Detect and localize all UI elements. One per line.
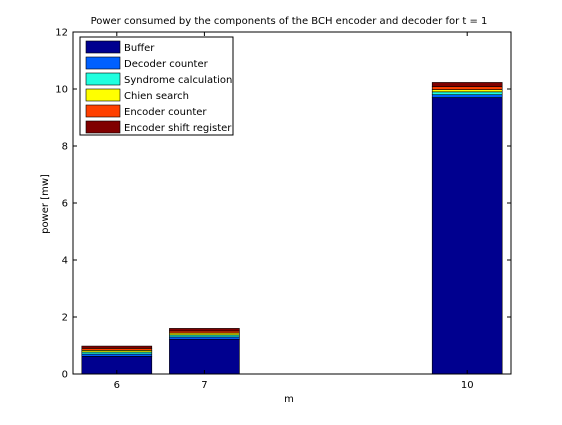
legend-swatch — [85, 40, 121, 54]
legend-label: Buffer — [124, 43, 155, 54]
bar-segment — [169, 328, 240, 332]
bar-segment — [81, 353, 153, 357]
bar-segment — [431, 97, 503, 375]
legend: Buffer Decoder counter Syndrome calculatio… — [79, 36, 234, 136]
legend-swatch — [85, 104, 121, 118]
y-tick-label: 8 — [62, 142, 68, 153]
bar-segment — [169, 338, 240, 375]
x-axis-title: m — [284, 394, 294, 405]
legend-swatch — [85, 72, 121, 86]
legend-label: Chien search — [124, 91, 189, 102]
legend-label: Syndrome calculation — [124, 75, 232, 86]
bar-segment — [431, 94, 503, 98]
legend-swatch — [85, 56, 121, 70]
legend-label: Encoder shift register — [124, 123, 232, 134]
legend-box — [79, 36, 234, 136]
y-tick-label: 10 — [55, 85, 68, 96]
y-tick-label: 4 — [62, 256, 68, 267]
y-axis-title: power [mw] — [40, 174, 51, 234]
chart-title: Power consumed by the components of the … — [91, 16, 488, 27]
bar-segment — [431, 82, 503, 88]
y-tick-label: 0 — [62, 370, 68, 381]
legend-label: Decoder counter — [124, 59, 209, 70]
x-tick-label: 6 — [114, 380, 120, 391]
legend-label: Encoder counter — [124, 107, 207, 118]
bar-segment — [169, 336, 240, 340]
bar-segment — [431, 91, 503, 95]
x-tick-label: 10 — [461, 380, 474, 391]
y-tick-label: 6 — [62, 199, 68, 210]
bar-segment — [431, 86, 503, 90]
bar-segment — [431, 89, 503, 93]
y-tick-label: 2 — [62, 313, 68, 324]
legend-swatch — [85, 88, 121, 102]
bar-segment — [81, 345, 153, 349]
y-tick-label: 12 — [55, 28, 68, 39]
legend-swatch — [85, 120, 121, 134]
x-tick-label: 7 — [201, 380, 207, 391]
